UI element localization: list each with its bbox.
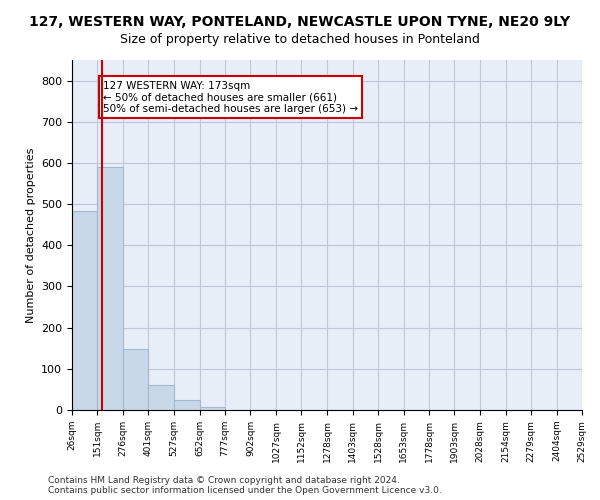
Text: Contains HM Land Registry data © Crown copyright and database right 2024.: Contains HM Land Registry data © Crown c… <box>48 476 400 485</box>
Text: 127, WESTERN WAY, PONTELAND, NEWCASTLE UPON TYNE, NE20 9LY: 127, WESTERN WAY, PONTELAND, NEWCASTLE U… <box>29 15 571 29</box>
Y-axis label: Number of detached properties: Number of detached properties <box>26 148 35 322</box>
Bar <box>123 349 148 410</box>
Text: Contains public sector information licensed under the Open Government Licence v3: Contains public sector information licen… <box>48 486 442 495</box>
Bar <box>72 211 97 410</box>
Bar <box>148 385 174 410</box>
Bar <box>174 400 200 410</box>
Bar <box>97 166 123 410</box>
Text: 127 WESTERN WAY: 173sqm
← 50% of detached houses are smaller (661)
50% of semi-d: 127 WESTERN WAY: 173sqm ← 50% of detache… <box>103 80 358 114</box>
Text: Size of property relative to detached houses in Ponteland: Size of property relative to detached ho… <box>120 32 480 46</box>
Bar <box>200 406 225 410</box>
